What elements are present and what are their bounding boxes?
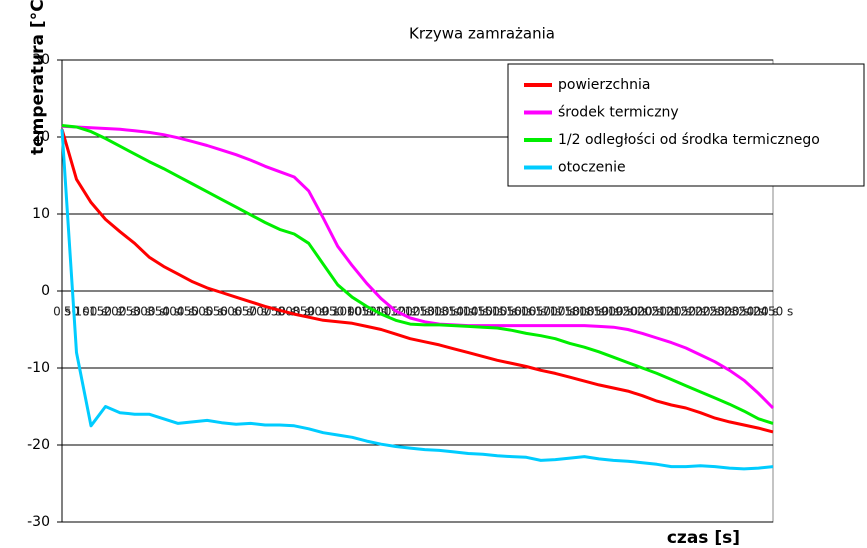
- x-tick-label: 1050 s: [346, 305, 387, 319]
- x-tick-label: 1650 s: [521, 305, 562, 319]
- chart-title: Krzywa zamrażania: [409, 25, 555, 43]
- x-tick-label: 400 s: [162, 305, 195, 319]
- legend-label: otoczenie: [558, 160, 626, 176]
- y-tick-label: 20: [32, 129, 50, 145]
- x-tick-label: 50 s: [64, 305, 89, 319]
- legend-box: [507, 63, 865, 187]
- x-tick-label: 2100 s: [651, 305, 692, 319]
- x-tick-label: 1800 s: [564, 305, 605, 319]
- x-tick-label: 1400 s: [448, 305, 489, 319]
- x-tick-label: 2400 s: [738, 305, 779, 319]
- x-tick-label: 1200 s: [390, 305, 431, 319]
- x-tick-label: 2150 s: [666, 305, 707, 319]
- legend-label: 1/2 odległości od środka termicznego: [558, 132, 820, 148]
- x-tick-label: 1900 s: [593, 305, 634, 319]
- x-tick-label: 100 s: [75, 305, 108, 319]
- x-tick-label: 2250 s: [695, 305, 736, 319]
- x-tick-label: 2200 s: [680, 305, 721, 319]
- x-tick-label: 650 s: [234, 305, 267, 319]
- x-axis-label: czas [s]: [667, 528, 740, 548]
- x-tick-label: 1950 s: [608, 305, 649, 319]
- x-tick-label: 0 s: [53, 305, 71, 319]
- x-tick-label: 600 s: [220, 305, 253, 319]
- y-axis-label: temperatura [°C]: [28, 0, 48, 155]
- legend-label: powierzchnia: [558, 77, 650, 93]
- x-tick-label: 350 s: [147, 305, 180, 319]
- y-tick-label: -20: [27, 437, 50, 453]
- series-line: [60, 128, 774, 434]
- x-tick-label: 900 s: [307, 305, 340, 319]
- y-tick-label: -10: [27, 360, 50, 376]
- x-tick-label: 550 s: [205, 305, 238, 319]
- x-tick-label: 1450 s: [462, 305, 503, 319]
- x-tick-label: 2350 s: [724, 305, 765, 319]
- y-tick-label: -30: [27, 514, 50, 530]
- legend-label: środek termiczny: [558, 105, 679, 121]
- x-tick-label: 2450 s: [753, 305, 794, 319]
- x-tick-label: 300 s: [133, 305, 166, 319]
- x-tick-label: 1250 s: [404, 305, 445, 319]
- x-tick-label: 1550 s: [492, 305, 533, 319]
- y-tick-label: 30: [32, 52, 50, 68]
- x-tick-label: 2050 s: [637, 305, 678, 319]
- x-tick-label: 1850 s: [579, 305, 620, 319]
- series-line: [60, 129, 774, 471]
- x-tick-label: 450 s: [176, 305, 209, 319]
- x-tick-label: 1700 s: [535, 305, 576, 319]
- y-tick-label: 0: [41, 283, 50, 299]
- x-tick-label: 1500 s: [477, 305, 518, 319]
- x-tick-label: 150 s: [89, 305, 122, 319]
- x-tick-label: 1350 s: [433, 305, 474, 319]
- x-tick-label: 950 s: [321, 305, 354, 319]
- x-tick-label: 1300 s: [419, 305, 460, 319]
- x-tick-label: 250 s: [118, 305, 151, 319]
- x-tick-label: 1000 s: [332, 305, 373, 319]
- x-tick-label: 1750 s: [550, 305, 591, 319]
- x-tick-label: 500 s: [191, 305, 224, 319]
- y-tick-label: 10: [32, 206, 50, 222]
- series-line: [61, 124, 775, 410]
- x-tick-label: 200 s: [104, 305, 137, 319]
- series-line: [61, 124, 774, 425]
- x-tick-label: 2000 s: [622, 305, 663, 319]
- x-tick-label: 1600 s: [506, 305, 547, 319]
- x-tick-label: 2300 s: [709, 305, 750, 319]
